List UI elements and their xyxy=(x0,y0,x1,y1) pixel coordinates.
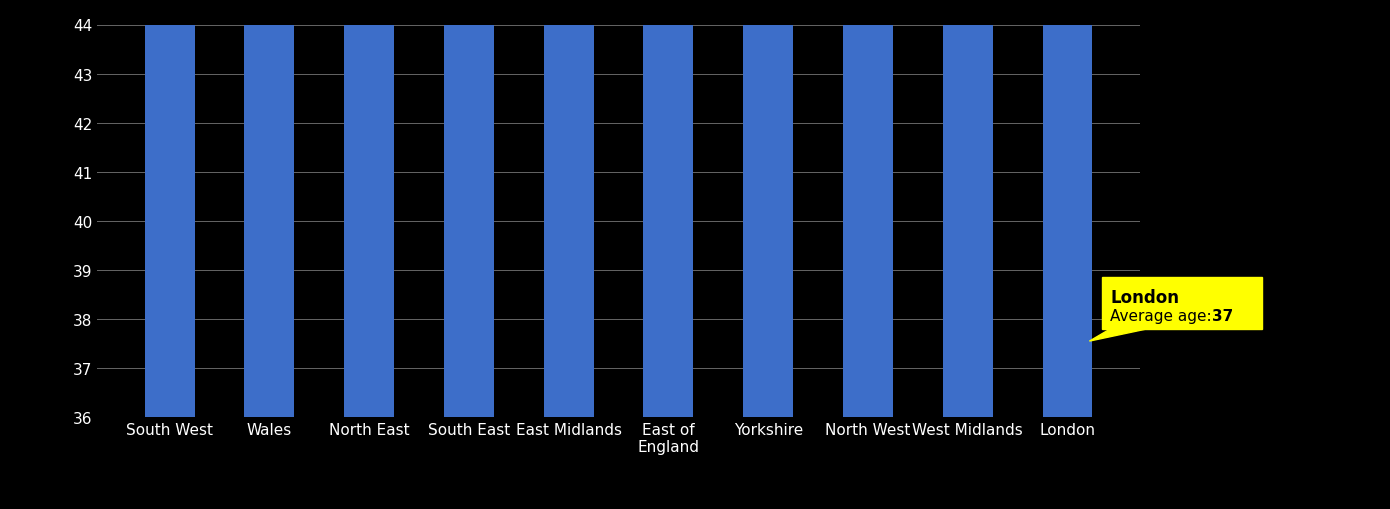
Bar xyxy=(245,0,295,417)
FancyBboxPatch shape xyxy=(1102,278,1262,329)
Bar xyxy=(543,0,594,417)
Bar xyxy=(942,0,992,417)
Bar xyxy=(744,0,794,417)
Bar xyxy=(842,0,892,417)
Text: London: London xyxy=(1111,289,1179,306)
Bar xyxy=(443,0,493,417)
Text: 37: 37 xyxy=(1212,308,1233,323)
Bar xyxy=(345,0,395,417)
Bar xyxy=(1042,0,1093,417)
Polygon shape xyxy=(1090,329,1147,342)
Bar xyxy=(145,0,195,417)
Bar xyxy=(644,0,694,417)
Text: Average age:: Average age: xyxy=(1111,308,1216,323)
